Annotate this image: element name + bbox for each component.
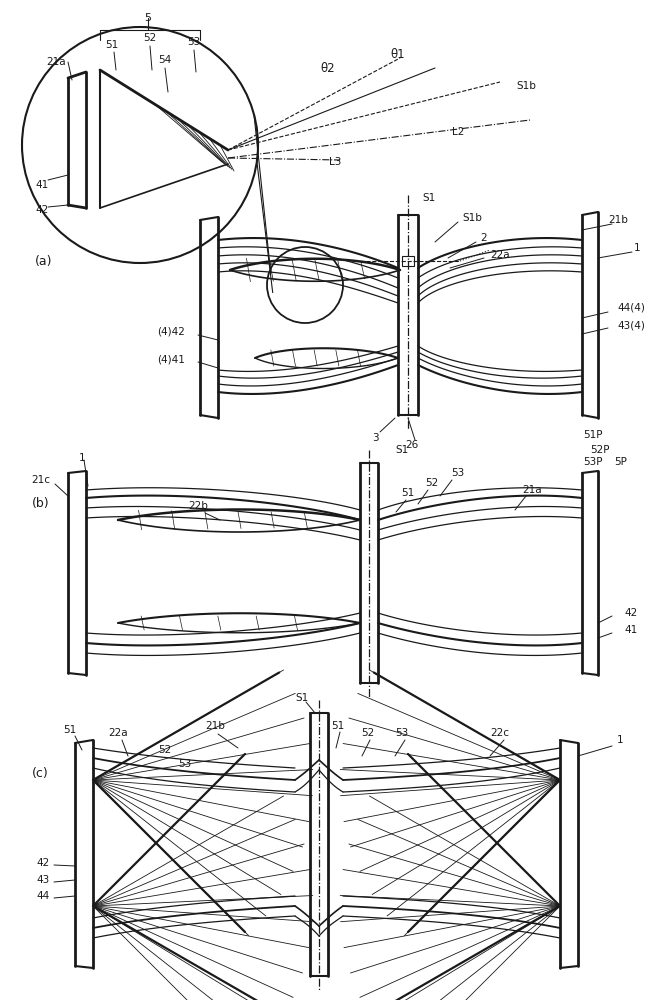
Text: 43: 43	[37, 875, 50, 885]
Text: 5: 5	[144, 13, 151, 23]
Text: 22a: 22a	[490, 250, 509, 260]
Text: 5P: 5P	[614, 457, 628, 467]
Text: S1: S1	[295, 693, 309, 703]
Text: 1: 1	[616, 735, 624, 745]
Text: (4)41: (4)41	[157, 355, 185, 365]
Text: 51: 51	[105, 40, 119, 50]
Text: 3: 3	[372, 433, 378, 443]
Text: 42: 42	[37, 858, 50, 868]
Text: 52: 52	[361, 728, 375, 738]
Text: 21b: 21b	[608, 215, 628, 225]
Text: 21b: 21b	[205, 721, 225, 731]
Text: 43(4): 43(4)	[617, 320, 645, 330]
Text: 51: 51	[331, 721, 345, 731]
Text: 52: 52	[159, 745, 172, 755]
Text: 42: 42	[624, 608, 637, 618]
Text: 44(4): 44(4)	[617, 303, 645, 313]
Text: 21a: 21a	[46, 57, 66, 67]
Text: 1: 1	[633, 243, 641, 253]
Text: 53: 53	[178, 759, 191, 769]
Text: S1b: S1b	[516, 81, 536, 91]
Text: (4)42: (4)42	[157, 327, 185, 337]
Text: S1b: S1b	[462, 213, 482, 223]
Text: 44: 44	[37, 891, 50, 901]
Text: 53: 53	[187, 37, 200, 47]
Text: 1: 1	[79, 453, 86, 463]
Bar	[402, 256, 414, 266]
Text: 53: 53	[395, 728, 409, 738]
Text: 41: 41	[35, 180, 48, 190]
Text: 52P: 52P	[590, 445, 610, 455]
Text: 22b: 22b	[188, 501, 208, 511]
Text: 21a: 21a	[522, 485, 542, 495]
Text: 42: 42	[35, 205, 48, 215]
Text: 53P: 53P	[583, 457, 603, 467]
Text: 21c: 21c	[31, 475, 50, 485]
Text: S1: S1	[395, 445, 408, 455]
Text: 22a: 22a	[108, 728, 128, 738]
Text: 52: 52	[425, 478, 439, 488]
Text: 54: 54	[159, 55, 172, 65]
Text: (a): (a)	[35, 255, 52, 268]
Text: 52: 52	[144, 33, 157, 43]
Text: 53: 53	[451, 468, 465, 478]
Text: 26: 26	[406, 440, 419, 450]
Text: S1: S1	[422, 193, 436, 203]
Text: (b): (b)	[32, 496, 50, 510]
Text: θ2: θ2	[321, 62, 335, 75]
Text: 51P: 51P	[583, 430, 603, 440]
Text: 51: 51	[402, 488, 415, 498]
Text: L2: L2	[452, 127, 464, 137]
Text: 22c: 22c	[490, 728, 509, 738]
Text: 51: 51	[63, 725, 76, 735]
Text: 41: 41	[624, 625, 637, 635]
Text: L3: L3	[329, 157, 341, 167]
Text: (c): (c)	[32, 766, 49, 780]
Text: 2: 2	[480, 233, 486, 243]
Text: θ1: θ1	[390, 48, 406, 62]
